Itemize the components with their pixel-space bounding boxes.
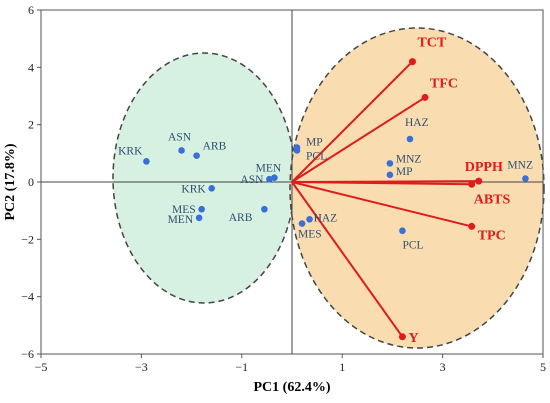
loading-point-tpc xyxy=(468,222,476,230)
y-tick-label: 6 xyxy=(28,3,34,17)
loading-point-tct xyxy=(408,58,416,66)
loading-label: Y xyxy=(408,331,418,346)
sample-label: MP xyxy=(306,137,323,149)
sample-point xyxy=(266,175,273,183)
loading-vector-tct xyxy=(291,60,414,183)
sample-point xyxy=(293,147,301,154)
loading-label: DPPH xyxy=(465,160,503,175)
sample-point xyxy=(306,215,313,223)
sample-point xyxy=(386,160,394,167)
loading-vector-tpc xyxy=(291,181,472,228)
y-tick-label: 4 xyxy=(28,60,34,74)
sample-label: MP xyxy=(396,166,413,178)
sample-label: PCL xyxy=(402,240,423,252)
x-axis-title: PC1 (62.4%) xyxy=(254,380,331,395)
y-tick-label: −4 xyxy=(21,290,34,304)
loading-point-tfc xyxy=(421,93,429,101)
loading-vector-abts xyxy=(291,181,472,186)
sample-point xyxy=(386,171,394,179)
sample-point xyxy=(522,175,529,182)
sample-point xyxy=(178,147,185,154)
sample-label: MNZ xyxy=(396,153,422,165)
sample-point xyxy=(271,174,278,181)
sample-label: ASN xyxy=(240,174,264,186)
group-ellipse-right xyxy=(289,27,545,349)
sample-label: MES xyxy=(172,204,196,216)
y-tick-label: −2 xyxy=(21,232,34,246)
loading-label: TCT xyxy=(417,36,446,51)
sample-label: MES xyxy=(298,229,322,241)
sample-point xyxy=(406,135,414,143)
loading-label: ABTS xyxy=(474,192,511,207)
sample-label: MEN xyxy=(168,214,194,226)
x-tick-label: 1 xyxy=(339,360,345,374)
sample-label: HAZ xyxy=(405,117,429,129)
sample-point xyxy=(143,158,150,165)
sample-label: KRK xyxy=(181,183,206,195)
sample-label: MEN xyxy=(256,163,282,175)
sample-label: ARB xyxy=(203,141,227,153)
x-tick-label: 5 xyxy=(540,360,546,374)
sample-label: ARB xyxy=(229,212,253,224)
loading-vector-y xyxy=(291,181,404,338)
x-tick-label: −1 xyxy=(235,360,248,374)
sample-point xyxy=(399,227,406,235)
sample-point xyxy=(193,152,200,159)
y-tick-label: 2 xyxy=(28,118,34,132)
sample-point xyxy=(208,185,215,192)
loading-point-dpph xyxy=(475,177,483,185)
x-tick-label: −5 xyxy=(35,360,48,374)
loading-vector-tfc xyxy=(291,96,426,183)
loading-label: TFC xyxy=(430,76,458,91)
loading-label: TPC xyxy=(478,228,506,243)
loading-point-abts xyxy=(468,180,476,188)
sample-label: MNZ xyxy=(507,160,533,172)
y-tick-label: −6 xyxy=(21,347,34,361)
sample-point xyxy=(198,205,205,213)
sample-point xyxy=(298,220,306,227)
sample-label: HAZ xyxy=(314,212,338,224)
sample-point xyxy=(195,214,203,222)
sample-point xyxy=(261,205,268,213)
sample-label: KRK xyxy=(118,145,143,157)
y-tick-label: 0 xyxy=(28,175,34,189)
sample-label: ASN xyxy=(168,131,192,143)
x-tick-label: −3 xyxy=(135,360,148,374)
y-axis-title: PC2 (17.8%) xyxy=(3,143,18,220)
samples-layer xyxy=(143,135,529,235)
loadings-layer xyxy=(291,58,483,341)
ticks-layer: −5 −3 −1 1 3 5 −6 −4 −2 0 2 4 6 xyxy=(21,3,546,374)
sample-label: PCL xyxy=(306,150,327,162)
x-tick-label: 3 xyxy=(440,360,446,374)
loading-point-y xyxy=(398,333,406,341)
